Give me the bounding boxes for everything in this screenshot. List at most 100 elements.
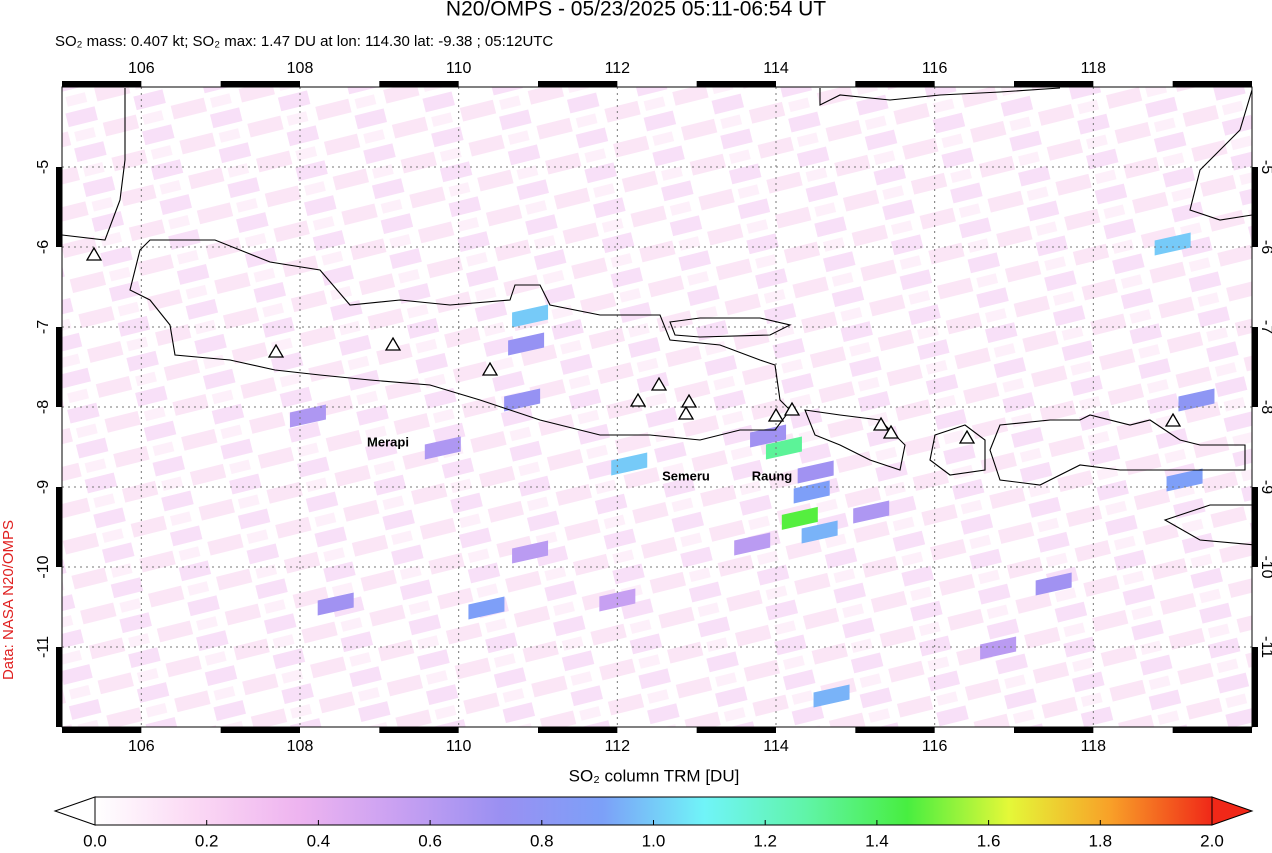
x-tick-label: 112	[605, 738, 631, 755]
x-tick-label: 110	[446, 738, 472, 755]
so2-pixel	[980, 636, 1017, 660]
y-tick-label: -5	[1258, 160, 1272, 174]
colorbar-tick-label: 1.6	[977, 831, 1001, 850]
colorbar-tick-label: 1.4	[865, 831, 889, 850]
frame-bar	[220, 81, 300, 87]
x-tick-label: 112	[605, 60, 631, 77]
colorbar: 0.0 0.2 0.4 0.6 0.8 1.0 1.2 1.4 1.6 1.8 2.0	[53, 796, 1254, 850]
y-tick-label: -6	[1258, 240, 1272, 254]
volcano-label: Raung	[752, 468, 793, 483]
so2-pixel	[853, 500, 890, 524]
volcanoes	[85, 246, 1182, 444]
frame-bar	[62, 727, 142, 733]
colorbar-tick-label: 0.8	[530, 831, 554, 850]
frame-bar	[1252, 327, 1258, 407]
y-tick-label: -11	[35, 636, 52, 658]
y-tick-label: -8	[35, 400, 52, 414]
x-tick-label: 108	[287, 738, 314, 755]
so2-pixel	[512, 540, 549, 564]
so2-pixel	[765, 436, 802, 460]
x-tick-label: 116	[922, 60, 948, 77]
so2-pixel	[512, 304, 549, 328]
frame-bar	[696, 81, 776, 87]
coast-madura	[669, 317, 792, 338]
so2-pixel	[781, 506, 818, 530]
frame-bar	[1252, 167, 1258, 247]
colorbar-tick-label: 0.0	[83, 831, 107, 850]
x-tick-label: 106	[128, 60, 155, 77]
colorbar-tick-label: 1.2	[753, 831, 777, 850]
frame-bar	[1014, 81, 1094, 87]
frame-bar	[56, 647, 62, 727]
colorbar-tick-label: 0.6	[418, 831, 442, 850]
frame-bar	[62, 81, 142, 87]
colorbar-tick-label: 1.0	[642, 831, 666, 850]
x-tick-label: 110	[446, 60, 472, 77]
x-tick-label: 106	[128, 738, 155, 755]
so2-pixel	[750, 424, 787, 448]
x-tick-label: 108	[287, 60, 314, 77]
x-tick-label: 118	[1081, 60, 1107, 77]
so2-pixel	[611, 452, 648, 476]
so2-pixel	[508, 332, 545, 356]
so2-pixel	[734, 532, 771, 556]
y-tick-label: -9	[35, 480, 52, 494]
so2-pixel	[1154, 232, 1191, 256]
map-area: Merapi Semeru Raung	[62, 87, 1252, 727]
y-tick-label: -6	[35, 240, 52, 254]
so2-pixel	[801, 520, 838, 544]
so2-pixel	[1178, 388, 1215, 412]
so2-pixel	[793, 480, 830, 504]
frame-bar	[56, 327, 62, 407]
frame-bar	[379, 81, 459, 87]
coast-lombok	[929, 424, 986, 476]
frame-bar	[855, 727, 935, 733]
coast-borneo	[819, 87, 1061, 106]
so2-pixel	[1035, 572, 1072, 596]
volcano-label: Semeru	[662, 468, 710, 483]
so2-pixel	[504, 388, 541, 412]
y-tick-label: -11	[1258, 636, 1272, 658]
x-tick-label: 114	[763, 60, 789, 77]
frame-bar	[855, 81, 935, 87]
chart-title: N20/OMPS - 05/23/2025 05:11-06:54 UT	[446, 0, 826, 21]
so2-pixel	[797, 460, 834, 484]
colorbar-tick-label: 0.4	[307, 831, 331, 850]
so2-pixel	[1166, 468, 1203, 492]
colorbar-label: SO₂ column TRM [DU]	[569, 766, 740, 785]
y-tick-label: -8	[1258, 400, 1272, 414]
frame-bar	[56, 487, 62, 567]
coast-sumbawa	[989, 414, 1246, 486]
y-tick-label: -10	[1258, 555, 1272, 578]
frame-bar	[379, 727, 459, 733]
y-tick-label: -10	[35, 555, 52, 578]
x-tick-label: 118	[1081, 738, 1107, 755]
colorbar-over	[1211, 796, 1254, 826]
colorbar-tick-label: 2.0	[1200, 831, 1224, 850]
coast-sumatra	[62, 88, 126, 241]
y-tick-label: -5	[35, 160, 52, 174]
chart-subtitle: SO₂ mass: 0.407 kt; SO₂ max: 1.47 DU at …	[55, 33, 553, 50]
grid-layer	[62, 87, 1252, 727]
frame-bar	[56, 167, 62, 247]
pixel-layer	[289, 232, 1215, 708]
coast-sumba	[1163, 504, 1252, 546]
so2-pixel	[289, 404, 326, 428]
frame: 106 106 108 108 110 110 112 112 114 114 116 116 118 1…	[35, 60, 1272, 755]
frame-bar	[696, 727, 776, 733]
credit: Data: NASA N20/OMPS	[0, 520, 17, 680]
frame-bar	[1014, 727, 1094, 733]
so2-pixel	[468, 596, 505, 620]
so2-pixel	[599, 588, 636, 612]
volcano-label: Merapi	[367, 434, 409, 449]
y-tick-label: -7	[1258, 320, 1272, 334]
frame-bar	[538, 81, 618, 87]
x-tick-label: 116	[922, 738, 948, 755]
frame-bar	[1172, 727, 1252, 733]
frame-bar	[1252, 487, 1258, 567]
colorbar-under	[53, 796, 96, 826]
so2-pixel	[317, 592, 354, 616]
